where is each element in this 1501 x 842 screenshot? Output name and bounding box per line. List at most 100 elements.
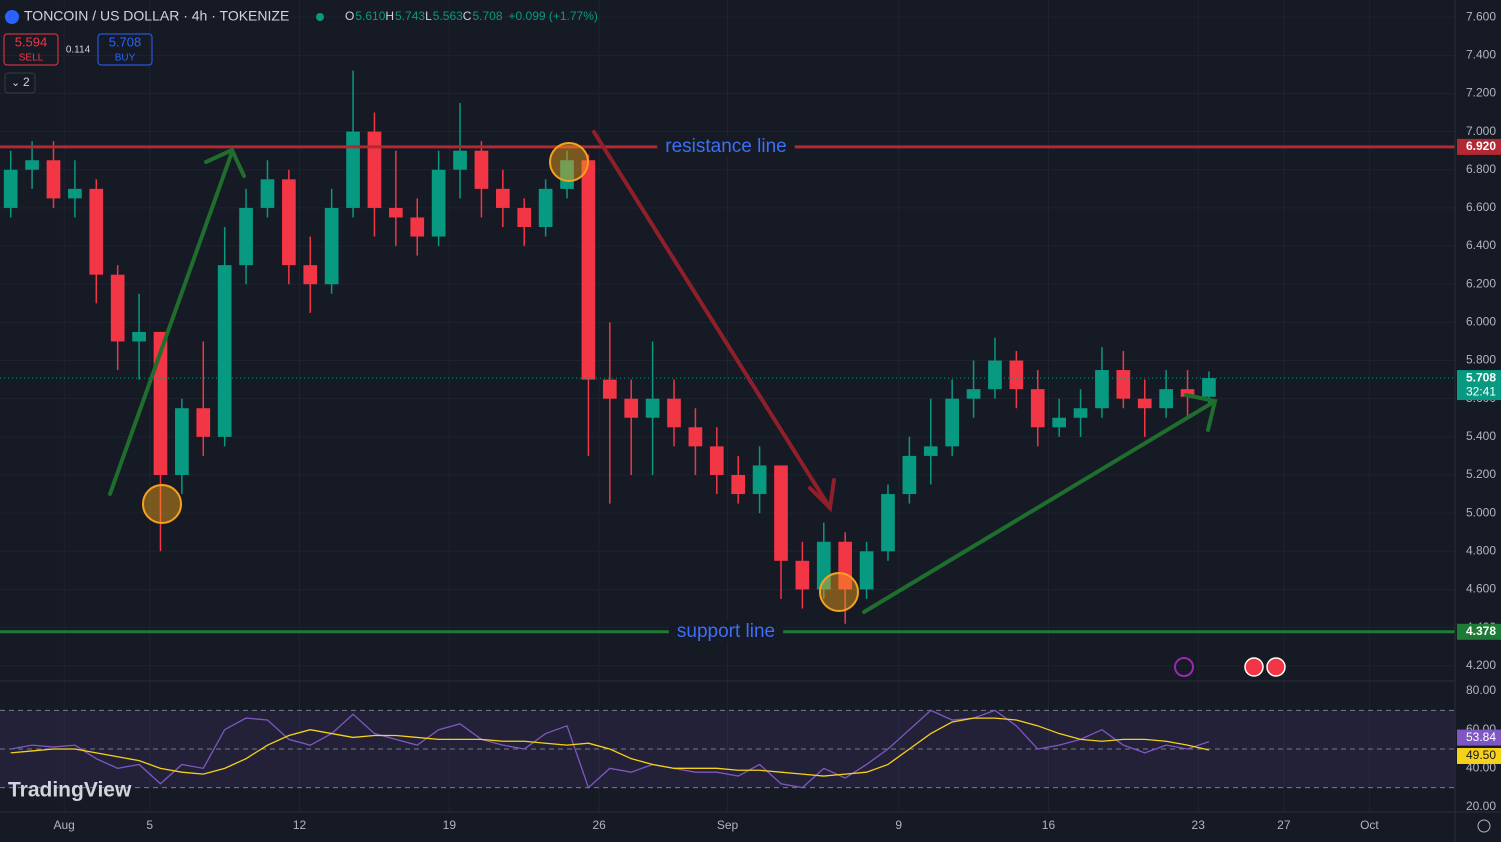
- price-label-box: [1457, 138, 1501, 155]
- candle-body: [902, 455, 917, 495]
- candle-body: [838, 541, 853, 590]
- candle-body: [324, 207, 339, 285]
- candle-body: [1180, 389, 1195, 397]
- chevron: ⌄: [11, 77, 20, 89]
- candle-body: [752, 465, 767, 495]
- candle-body: [196, 408, 211, 437]
- legend-key: C: [463, 9, 472, 23]
- y-tick-label: 6.800: [1466, 162, 1496, 176]
- x-tick-label: 5: [146, 818, 153, 832]
- y-tick-label: 6.200: [1466, 276, 1496, 290]
- arrow-head: [204, 147, 246, 178]
- price-label: 6.920: [1466, 139, 1496, 153]
- candle-body: [1073, 408, 1088, 418]
- sell-label: SELL: [19, 53, 44, 64]
- legend-key: L: [425, 9, 432, 23]
- rsi-line: [10, 709, 1210, 789]
- last-price-label: 5.708: [1466, 370, 1496, 384]
- y-tick-label: 5.200: [1466, 467, 1496, 481]
- rsi-pane: [0, 709, 1455, 789]
- y-tick-label: 4.200: [1466, 658, 1496, 672]
- indicator-toggle[interactable]: [4, 72, 36, 94]
- candle-body: [709, 446, 724, 475]
- rsi-tick-label: 40.00: [1466, 761, 1496, 775]
- horizontal-lines: resistance line support line: [0, 135, 1455, 642]
- y-tick-label: 7.000: [1466, 124, 1496, 138]
- sell-button[interactable]: [3, 33, 59, 66]
- y-tick-label: 5.400: [1466, 429, 1496, 443]
- candle-body: [346, 131, 360, 208]
- candle-body: [495, 188, 510, 208]
- candle-body: [132, 331, 146, 342]
- candle-body: [1052, 417, 1067, 428]
- event-icon[interactable]: [1174, 657, 1194, 677]
- price-label-box: [1457, 623, 1501, 640]
- logo: TradingView: [8, 779, 132, 802]
- candle-body: [367, 131, 382, 208]
- plot: [3, 70, 1216, 624]
- candle-body: [68, 188, 82, 199]
- candle-body: [645, 398, 660, 418]
- candle-body: [966, 389, 981, 399]
- arrow-head: [808, 478, 836, 513]
- candle-body: [388, 207, 403, 218]
- legend-value: 5.708: [472, 9, 502, 23]
- x-tick-label: 23: [1192, 818, 1206, 832]
- candle-body: [1095, 370, 1109, 409]
- event-icon[interactable]: [1244, 657, 1264, 677]
- candle-body: [1202, 378, 1216, 397]
- candle-body: [624, 398, 639, 418]
- candle-body: [46, 160, 61, 199]
- candle-body: [1159, 389, 1173, 409]
- x-tick-label: Aug: [54, 818, 75, 832]
- candle-body: [859, 551, 874, 590]
- candle-body: [581, 160, 596, 380]
- x-tick-label: 19: [443, 818, 457, 832]
- candle-body: [410, 217, 425, 237]
- x-tick-label: Sep: [717, 818, 739, 832]
- y-tick-label: 6.000: [1466, 315, 1496, 329]
- candle-body: [89, 188, 104, 275]
- candle-body: [25, 160, 39, 170]
- candle-body: [881, 494, 895, 552]
- buy-button[interactable]: [97, 33, 153, 66]
- candle-body: [260, 179, 275, 208]
- highlight-circle: [549, 142, 589, 182]
- candle-body: [1137, 398, 1152, 409]
- spread: 0.114: [66, 45, 91, 56]
- candle-body: [988, 360, 1002, 390]
- label-bg: [668, 620, 784, 642]
- candle-body: [923, 446, 938, 456]
- event-icon[interactable]: [1266, 657, 1286, 677]
- y-tick-label: 5.800: [1466, 353, 1496, 367]
- candle-body: [3, 169, 18, 208]
- candle-body: [110, 274, 125, 342]
- status-dot: [316, 13, 324, 21]
- y-tick-label: 7.400: [1466, 47, 1496, 61]
- time-axis: [0, 812, 1501, 842]
- last-value-label: 49.50: [1466, 748, 1496, 762]
- candle-body: [431, 169, 446, 237]
- candle-body: [945, 398, 960, 447]
- line-annotation: support line: [677, 621, 775, 642]
- candle-body: [453, 150, 467, 170]
- last-price-box: [1457, 370, 1501, 401]
- settings-icon[interactable]: [1477, 819, 1491, 833]
- y-tick-label: 6.400: [1466, 238, 1496, 252]
- y-tick-label: 7.600: [1466, 9, 1496, 23]
- x-tick-label: 27: [1277, 818, 1291, 832]
- candle-body: [517, 207, 532, 227]
- candle-body: [239, 207, 253, 266]
- candle-body: [602, 379, 617, 399]
- last-value-label: 53.84: [1466, 730, 1496, 744]
- last-value-box: [1457, 747, 1501, 764]
- candle-body: [538, 188, 553, 227]
- y-tick-label: 7.200: [1466, 86, 1496, 100]
- axes: Aug 5 12 19 26 Sep 9 16 23 27 Oct 7.600 7.400 7.200 7.…: [54, 9, 1501, 832]
- drawings: [108, 130, 1286, 677]
- y-tick-label: 6.600: [1466, 200, 1496, 214]
- x-tick-label: 9: [895, 818, 902, 832]
- buy-label: BUY: [115, 53, 136, 64]
- arrow-head: [1184, 393, 1218, 432]
